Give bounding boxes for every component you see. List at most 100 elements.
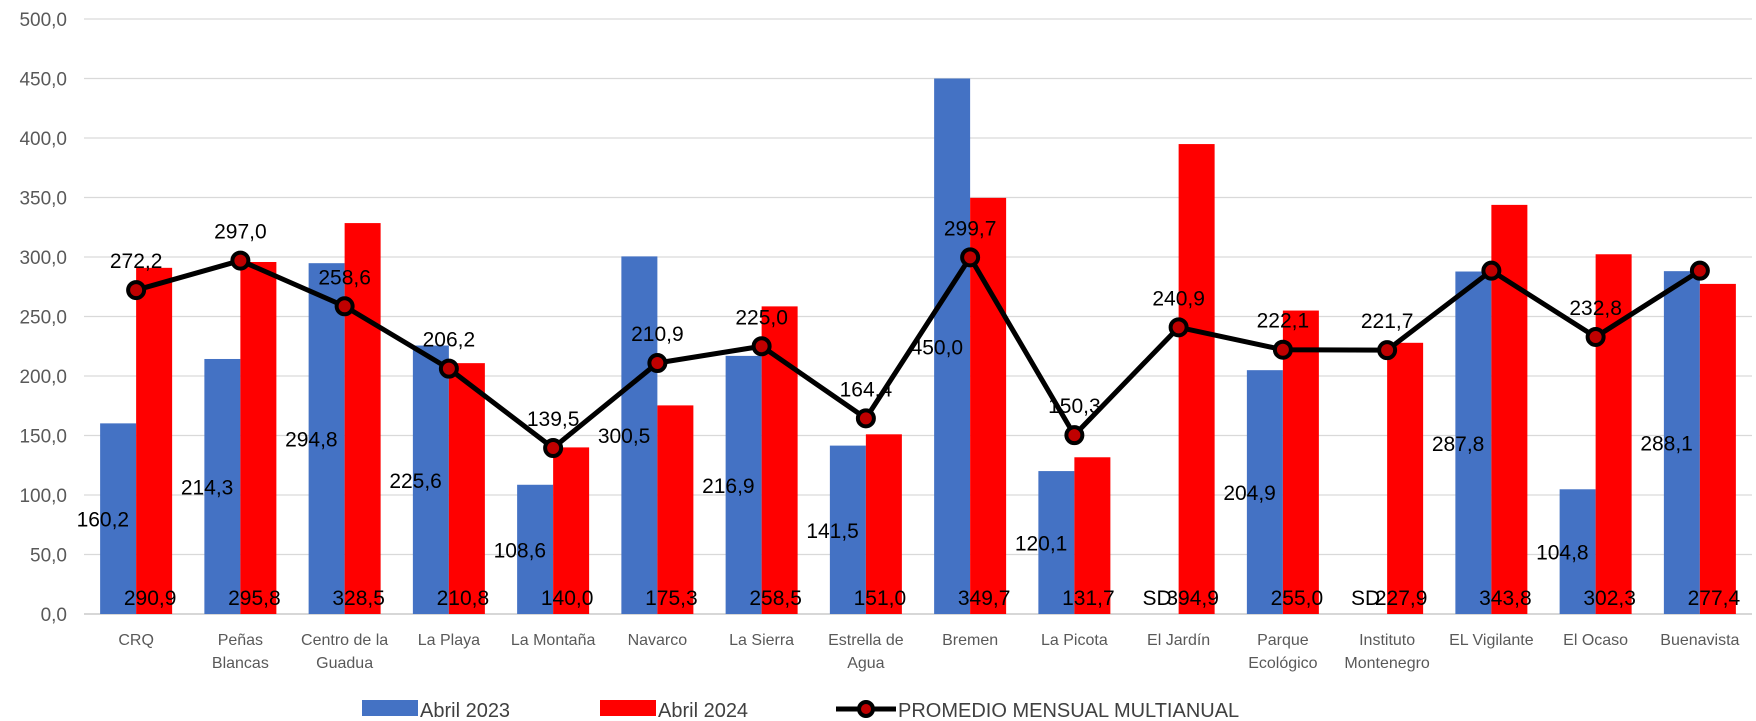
bar-abril-2024 <box>1074 457 1111 614</box>
bar-label-abril-2023: 288,1 <box>1640 433 1693 456</box>
average-line-label: 272,2 <box>110 250 163 273</box>
average-line-point <box>1377 340 1398 361</box>
bar-abril-2024 <box>136 267 173 614</box>
x-category-label: Buenavista <box>1660 632 1739 649</box>
average-line-label: 206,2 <box>423 329 476 352</box>
bar-label-abril-2023: 104,8 <box>1536 542 1589 565</box>
bar-label-abril-2024: 343,8 <box>1479 587 1532 610</box>
bar-label-abril-2024: 290,9 <box>124 587 177 610</box>
legend-label: PROMEDIO MENSUAL MULTIANUAL <box>898 700 1239 721</box>
average-line-point <box>1168 317 1189 338</box>
average-line-point <box>1585 326 1606 347</box>
legend-label: Abril 2023 <box>420 700 510 721</box>
average-line-label: 240,9 <box>1152 287 1205 310</box>
bar-label-abril-2023: 141,5 <box>806 520 859 543</box>
x-category-label: Montenegro <box>1344 655 1429 672</box>
average-line-point <box>230 250 251 271</box>
average-line-point <box>751 336 772 357</box>
bar-label-abril-2024: 131,7 <box>1062 587 1115 610</box>
x-category-label: La Picota <box>1041 632 1108 649</box>
bar-label-abril-2024: 175,3 <box>645 587 698 610</box>
average-line-point <box>543 437 564 458</box>
y-tick-label: 450,0 <box>19 70 67 91</box>
average-line-path <box>135 254 1702 451</box>
legend-label: Abril 2024 <box>658 700 748 721</box>
average-line-point <box>1064 425 1085 446</box>
bar-abril-2023 <box>621 256 658 614</box>
y-axis: 0,0 50,0 100,0 150,0 200,0 250,0 300,0 350,0 400… <box>19 10 67 626</box>
average-line <box>126 247 1710 458</box>
bar-label-abril-2023: SD <box>1142 587 1171 610</box>
bar-abril-2023 <box>934 78 971 614</box>
x-category-label: CRQ <box>118 632 154 649</box>
y-tick-label: 100,0 <box>19 486 67 507</box>
average-line-label: 210,9 <box>631 323 684 346</box>
bar-abril-2024 <box>1387 342 1424 614</box>
average-line-label: 222,1 <box>1257 310 1310 333</box>
x-category-label: Guadua <box>316 655 373 672</box>
bar-abril-2023 <box>1246 370 1283 614</box>
legend-swatch <box>362 700 418 716</box>
legend-swatch <box>600 700 656 716</box>
average-line-label: 139,5 <box>527 408 580 431</box>
legend: Abril 2023 Abril 2024 PROMEDIO MENSUAL MUL… <box>362 700 1239 721</box>
bar-label-abril-2024: 255,0 <box>1271 587 1324 610</box>
bar-abril-2023 <box>517 484 554 614</box>
average-line-label: 299,7 <box>944 217 997 240</box>
average-line-label: 232,8 <box>1569 297 1622 320</box>
bar-abril-2024 <box>1595 254 1632 614</box>
average-line-point <box>126 280 147 301</box>
x-category-label: Instituto <box>1359 632 1415 649</box>
average-line-point <box>1689 260 1710 281</box>
bars <box>100 78 1736 615</box>
bar-label-abril-2024: 302,3 <box>1583 587 1636 610</box>
bar-label-abril-2024: 210,8 <box>437 587 490 610</box>
bar-abril-2024 <box>553 447 590 614</box>
average-line-label: 221,7 <box>1361 310 1414 333</box>
bar-label-abril-2023: 108,6 <box>494 539 547 562</box>
bar-label-abril-2023: 287,8 <box>1432 433 1485 456</box>
y-tick-label: 250,0 <box>19 308 67 329</box>
bar-abril-2023 <box>829 445 866 614</box>
x-category-label: Blancas <box>212 655 269 672</box>
bar-label-abril-2024: 140,0 <box>541 587 594 610</box>
x-category-label: La Playa <box>418 632 480 649</box>
bar-abril-2024 <box>1699 283 1736 614</box>
y-tick-label: 150,0 <box>19 427 67 448</box>
bar-abril-2023 <box>1663 271 1700 614</box>
bar-abril-2023 <box>1455 271 1492 614</box>
x-category-label: Peñas <box>218 632 263 649</box>
x-category-label: La Montaña <box>511 632 596 649</box>
bar-abril-2023 <box>308 263 345 614</box>
x-axis: CRQ Peñas Blancas Centro de la Guadua La Play… <box>118 632 1739 672</box>
x-category-label: Agua <box>847 655 884 672</box>
average-line-point <box>647 353 668 374</box>
y-tick-label: 300,0 <box>19 248 67 269</box>
bar-label-abril-2023: 160,2 <box>77 509 130 532</box>
average-line-point <box>1481 260 1502 281</box>
bar-abril-2023 <box>100 423 137 614</box>
bar-label-abril-2024: 394,9 <box>1166 587 1219 610</box>
average-line-point <box>334 296 355 317</box>
bar-abril-2023 <box>1559 489 1596 614</box>
x-category-label: Estrella de <box>828 632 904 649</box>
bar-label-abril-2023: 120,1 <box>1015 533 1068 556</box>
x-category-label: Navarco <box>628 632 688 649</box>
legend-marker <box>857 700 875 718</box>
x-category-label: Ecológico <box>1248 655 1317 672</box>
y-tick-label: 0,0 <box>41 605 67 626</box>
data-labels: 160,2 214,3 294,8 225,6 108,6 300,5 216,9 141,5… <box>77 217 1741 610</box>
bar-abril-2024 <box>344 223 381 614</box>
bar-abril-2024 <box>865 434 902 614</box>
x-category-label: La Sierra <box>729 632 794 649</box>
average-line-label: 164,4 <box>840 378 893 401</box>
bar-abril-2024 <box>1178 144 1215 614</box>
x-category-label: Parque <box>1257 632 1309 649</box>
x-category-label: El Ocaso <box>1563 632 1628 649</box>
average-line-point <box>438 358 459 379</box>
bar-abril-2023 <box>204 358 241 614</box>
x-category-label: El Jardín <box>1147 632 1210 649</box>
y-tick-label: 400,0 <box>19 129 67 150</box>
bar-label-abril-2024: 328,5 <box>332 587 385 610</box>
